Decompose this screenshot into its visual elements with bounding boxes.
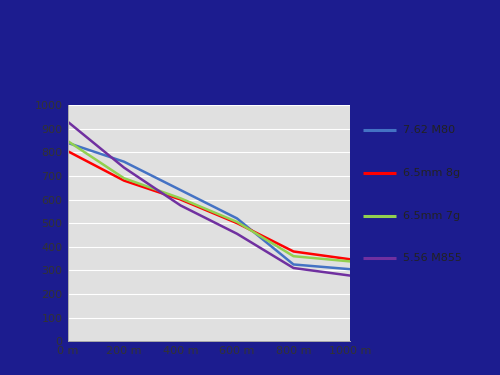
Text: 7.62 M80: 7.62 M80 — [403, 125, 455, 135]
Text: 6.5mm 7g: 6.5mm 7g — [403, 210, 460, 220]
Text: 5.56 M855: 5.56 M855 — [403, 254, 462, 264]
Text: 6.5mm 8g: 6.5mm 8g — [403, 168, 460, 178]
Text: BALLISTICS 1 - VELOCITY m/s: BALLISTICS 1 - VELOCITY m/s — [91, 36, 409, 54]
